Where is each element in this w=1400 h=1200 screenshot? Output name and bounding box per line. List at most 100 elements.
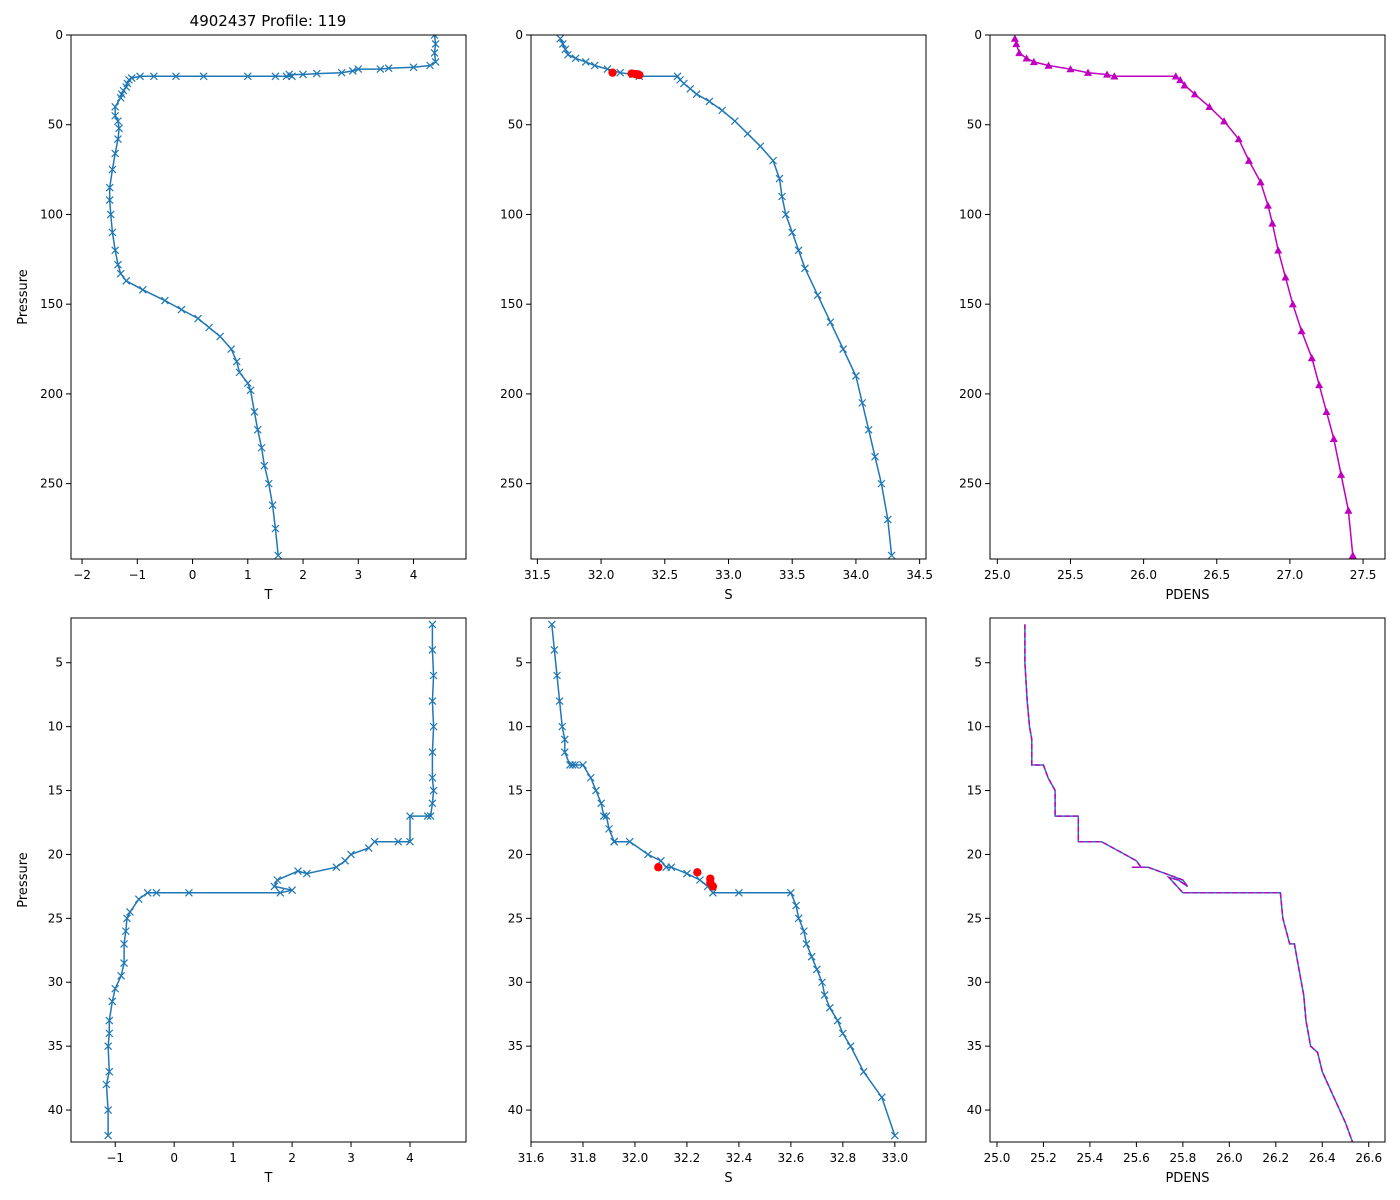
x-tick-label: 25.8 (1169, 1151, 1196, 1165)
y-tick-label: 20 (48, 847, 63, 861)
data-point (812, 965, 821, 974)
data-point (105, 1067, 114, 1076)
x-axis-label: S (724, 588, 732, 603)
axes-frame (989, 617, 1386, 1143)
data-point (199, 72, 208, 81)
data-point (838, 1029, 847, 1038)
y-tick-label: 250 (959, 477, 982, 491)
data-point (807, 952, 816, 961)
s-profile-full: 31.5 32.0 32.5 33.0 33.5 34.0 34.5 0 50 100 150 200… (500, 28, 933, 603)
x-tick-label: 32.8 (829, 1151, 856, 1165)
y-tick-label: 5 (974, 656, 982, 670)
data-point (579, 761, 587, 769)
x-tick-label: 34.0 (843, 568, 870, 582)
data-point (833, 1016, 842, 1025)
flagged-point (708, 882, 718, 891)
y-tick-label: 40 (48, 1103, 63, 1117)
data-point (111, 984, 120, 993)
data-point (571, 761, 580, 769)
data-point (126, 908, 134, 916)
x-tick-label: 1 (229, 1151, 237, 1165)
data-point (1171, 72, 1180, 80)
data-point (426, 812, 435, 821)
data-point (581, 57, 590, 66)
data-point (682, 869, 691, 878)
data-point (568, 761, 577, 769)
y-tick-label: 5 (515, 656, 523, 670)
data-point (839, 345, 848, 353)
data-point (406, 812, 414, 821)
x-axis-label: T (264, 1171, 273, 1186)
plot-area (102, 620, 438, 1140)
y-tick-label: 100 (40, 207, 63, 221)
x-tick-label: 33.0 (715, 568, 742, 582)
axes-frame (989, 34, 1386, 560)
data-point (1176, 75, 1185, 84)
x-axis-label: T (264, 588, 273, 603)
x-tick-label: −2 (73, 568, 91, 582)
y-tick-label: 10 (508, 720, 523, 734)
data-point (616, 68, 625, 77)
x-tick-label: 33.0 (881, 1151, 908, 1165)
data-point (111, 111, 120, 120)
data-point (1190, 90, 1199, 98)
data-point (561, 45, 570, 54)
data-point (1322, 407, 1331, 416)
data-point (1274, 246, 1283, 254)
y-tick-label: 50 (967, 118, 982, 132)
x-tick-label: 32.2 (674, 1151, 701, 1165)
y-tick-label: 0 (974, 28, 982, 42)
data-point (859, 1067, 868, 1076)
t-profile-zoom: −1 0 1 2 3 4 5 10 15 20 25 30 35 40 T Pressure (16, 617, 467, 1186)
data-point (105, 1029, 114, 1038)
data-point (864, 425, 873, 434)
data-point (887, 551, 896, 559)
data-point (260, 461, 269, 470)
data-point (718, 106, 727, 115)
x-axis-label: PDENS (1165, 588, 1209, 603)
data-point (858, 398, 867, 407)
x-tick-label: 27.5 (1350, 568, 1377, 582)
data-point (846, 1042, 855, 1051)
data-point (105, 183, 114, 192)
data-point (1307, 354, 1316, 362)
data-point (686, 84, 695, 93)
data-point (429, 722, 438, 731)
data-point (409, 63, 418, 72)
data-point (547, 620, 556, 629)
data-point (143, 888, 152, 897)
y-tick-label: 150 (500, 297, 523, 311)
data-point (114, 117, 122, 126)
data-point (851, 372, 860, 380)
x-tick-label: 3 (354, 568, 362, 582)
data-point (555, 697, 564, 705)
data-point (253, 425, 262, 434)
data-point (1281, 273, 1290, 281)
data-point (1012, 39, 1021, 48)
data-point (426, 61, 435, 70)
data-point (364, 844, 373, 852)
data-point (243, 72, 252, 81)
data-point (781, 210, 790, 219)
data-point (370, 837, 379, 846)
data-point (734, 888, 743, 897)
data-point (1234, 135, 1243, 143)
data-point (430, 49, 439, 57)
data-point (394, 837, 403, 846)
data-point (423, 812, 432, 821)
x-tick-label: 2 (288, 1151, 296, 1165)
x-tick-label: 26.2 (1262, 1151, 1289, 1165)
t-profile-full: −2 −1 0 1 2 3 4 0 50 100 150 200 250 T Pressure (16, 28, 467, 603)
data-point (121, 927, 130, 936)
data-point (294, 867, 302, 875)
data-point (1022, 54, 1031, 62)
x-tick-label: 4 (410, 568, 418, 582)
data-point (743, 129, 752, 138)
data-point (428, 697, 437, 705)
data-point (820, 991, 829, 999)
data-point (177, 305, 186, 314)
data-point (106, 210, 115, 219)
data-point (597, 799, 606, 808)
data-point (799, 927, 808, 936)
x-tick-label: 26.5 (1203, 568, 1230, 582)
